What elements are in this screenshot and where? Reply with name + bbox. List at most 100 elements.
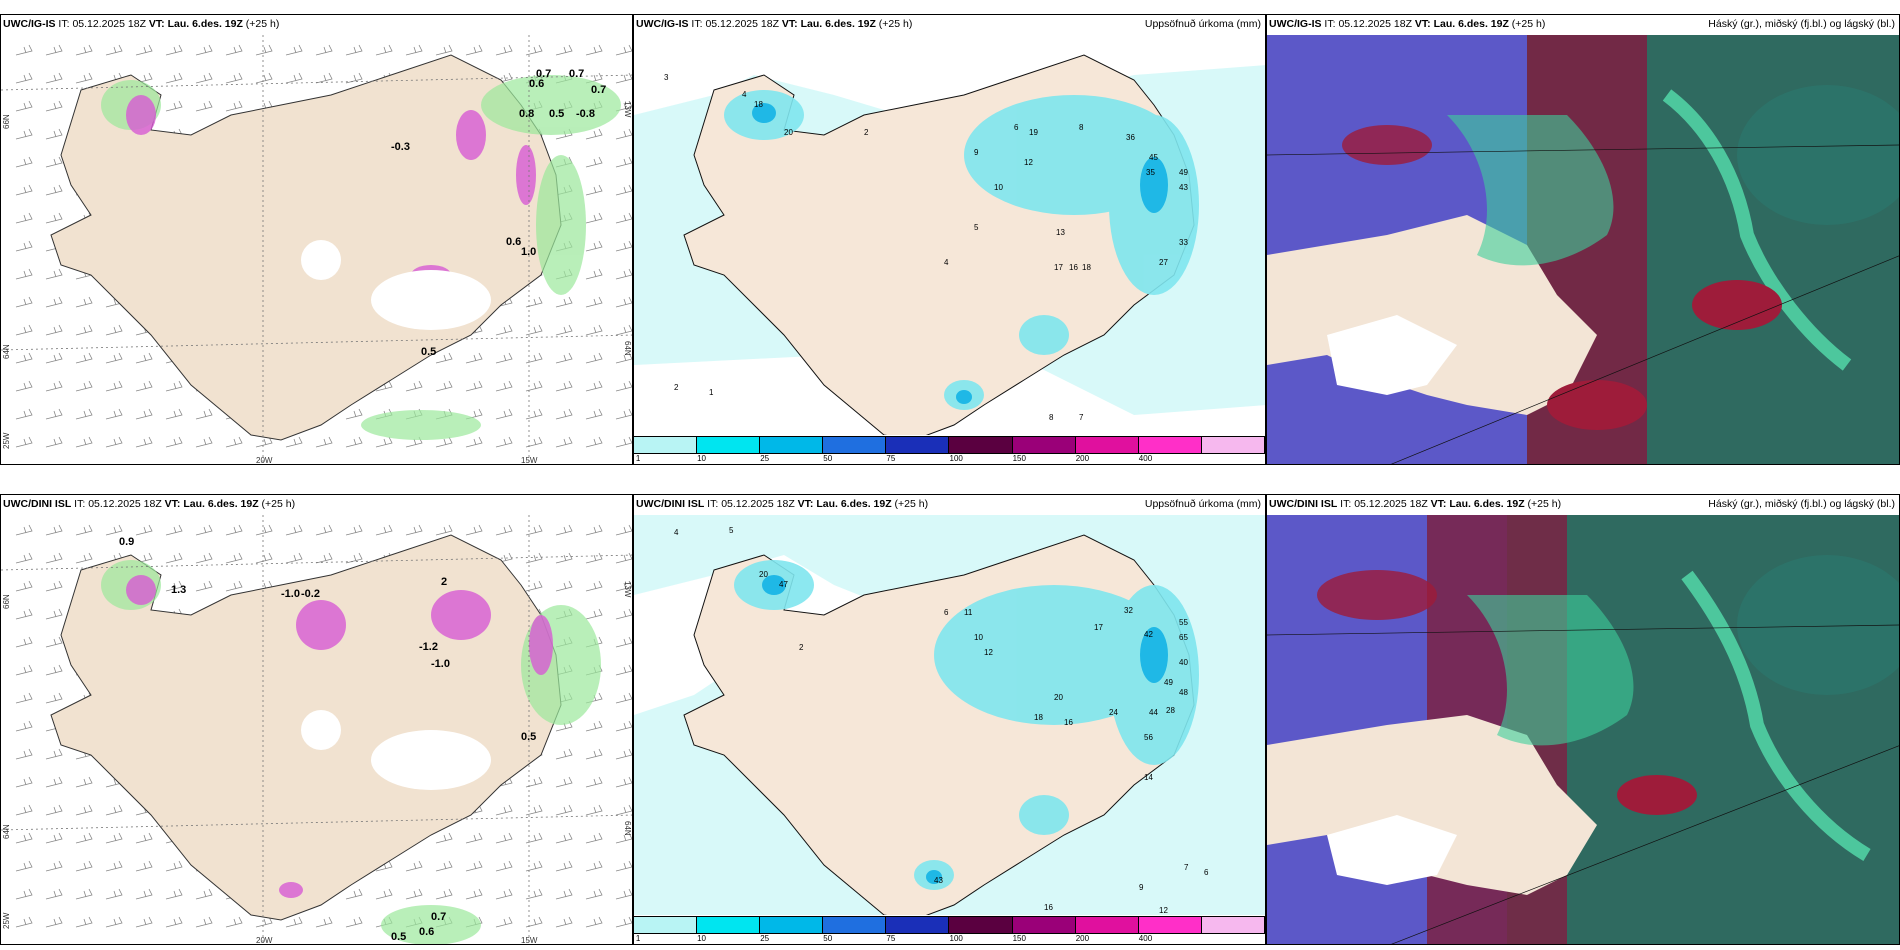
lat-label: 13W: [623, 101, 632, 118]
lat-label: 13W: [623, 581, 632, 598]
wind-barb: [585, 324, 603, 336]
precip-value: 18: [754, 100, 763, 109]
temp-label: 0.5: [521, 731, 536, 743]
wind-barb: [615, 324, 632, 336]
wind-barb: [405, 888, 423, 900]
cloud-map[interactable]: [1267, 515, 1900, 945]
wind-barb: [255, 44, 273, 56]
wind-barb: [15, 720, 33, 732]
wind-barb: [615, 436, 632, 448]
wind-barb: [615, 804, 632, 816]
lat-label: 64N: [623, 341, 632, 356]
wind-barb: [45, 524, 63, 536]
wind-barb: [105, 860, 123, 872]
wind-barb: [135, 832, 153, 844]
precip-value: 4: [944, 258, 949, 267]
wind-barb: [615, 156, 632, 168]
wind-barb: [525, 436, 543, 448]
wind-barb: [105, 436, 123, 448]
colorbar-swatch: [823, 437, 887, 453]
wind-barb: [225, 524, 243, 536]
panel-title: UWC/DINI ISL IT: 05.12.2025 18Z VT: Lau.…: [636, 498, 929, 510]
lon-label: 15W: [521, 456, 538, 465]
wind-barb: [615, 212, 632, 224]
wind-barb: [15, 692, 33, 704]
temperature-wind-map[interactable]: 0.9 1.3 -1.0 -1.2 -1.0 0.5 0.7 0.6 0.5 -…: [1, 515, 633, 945]
wind-barb: [15, 380, 33, 392]
wind-barb: [615, 408, 632, 420]
wind-barb: [495, 352, 513, 364]
temp-label: 0.6: [419, 926, 434, 938]
wind-barb: [75, 524, 93, 536]
colorbar-tick-label: 400: [1138, 454, 1153, 463]
panel-title: UWC/DINI ISL IT: 05.12.2025 18Z VT: Lau.…: [1269, 498, 1562, 510]
wind-barb: [225, 552, 243, 564]
precip-value: 2: [864, 128, 869, 137]
panel-title: UWC/DINI ISL IT: 05.12.2025 18Z VT: Lau.…: [3, 498, 296, 510]
temp-label: -1.0: [431, 658, 450, 670]
temp-label: 1.3: [171, 584, 186, 596]
lon-label: 15W: [521, 936, 538, 945]
precipitation-map[interactable]: 3 4 18 20 2 6 12 10 9 8 13 17 16 18 36 4…: [634, 35, 1266, 435]
precip-pink: [126, 95, 536, 285]
wind-barb: [585, 580, 603, 592]
wind-barb: [615, 296, 632, 308]
wind-barb: [285, 72, 303, 84]
wind-barb: [195, 552, 213, 564]
precip-value: 7: [1079, 413, 1084, 422]
precip-value: 20: [784, 128, 793, 137]
wind-barb: [135, 524, 153, 536]
colorbar-tick-label: 75: [886, 934, 896, 943]
wind-barb: [195, 100, 213, 112]
wind-barb: [15, 72, 33, 84]
wind-barb: [15, 776, 33, 788]
cloud-map[interactable]: [1267, 35, 1900, 465]
wind-barb: [105, 888, 123, 900]
wind-barb: [45, 44, 63, 56]
precip-value: 14: [1144, 773, 1153, 782]
precip-value: 12: [984, 648, 993, 657]
wind-barb: [615, 692, 632, 704]
wind-barb: [495, 408, 513, 420]
wind-barb: [45, 128, 63, 140]
colorbar-tick-label: 1: [635, 934, 641, 943]
precip-value: 49: [1164, 678, 1173, 687]
wind-barb: [15, 664, 33, 676]
wind-barb: [465, 888, 483, 900]
wind-barb: [15, 832, 33, 844]
wind-barb: [75, 776, 93, 788]
wind-barb: [195, 408, 213, 420]
wind-barb: [165, 552, 183, 564]
wind-barb: [15, 860, 33, 872]
wind-barb: [45, 804, 63, 816]
wind-barb: [165, 380, 183, 392]
wind-barb: [615, 776, 632, 788]
precipitation-map[interactable]: 4 5 20 47 2 6 11 10 12 17 32 42 55 65 49…: [634, 515, 1266, 915]
wind-barb: [585, 408, 603, 420]
wind-barb: [75, 324, 93, 336]
colorbar-tick-label: 150: [1012, 934, 1026, 943]
wind-barb: [525, 380, 543, 392]
wind-barb: [345, 524, 363, 536]
precip-value: 17: [1094, 623, 1103, 632]
wind-barb: [195, 436, 213, 448]
glacier-white: [301, 240, 491, 330]
wind-barb: [615, 636, 632, 648]
wind-barb: [495, 44, 513, 56]
wind-barb: [45, 860, 63, 872]
precip-value: 7: [1184, 863, 1189, 872]
wind-barb: [615, 916, 632, 928]
wind-barb: [15, 636, 33, 648]
wind-barb: [45, 72, 63, 84]
wind-barb: [585, 44, 603, 56]
precip-value: 35: [1146, 168, 1155, 177]
temperature-wind-map[interactable]: 0.7 0.7 0.6 0.7 0.8 0.5 -0.8 1.0 0.6 0.5…: [1, 35, 633, 465]
wind-barb: [225, 100, 243, 112]
wind-barb: [555, 580, 573, 592]
wind-barb: [135, 888, 153, 900]
wind-barb: [525, 552, 543, 564]
wind-barb: [345, 888, 363, 900]
colorbar-swatch: [760, 917, 824, 933]
temp-label: -1.2: [419, 641, 438, 653]
wind-barb: [165, 524, 183, 536]
